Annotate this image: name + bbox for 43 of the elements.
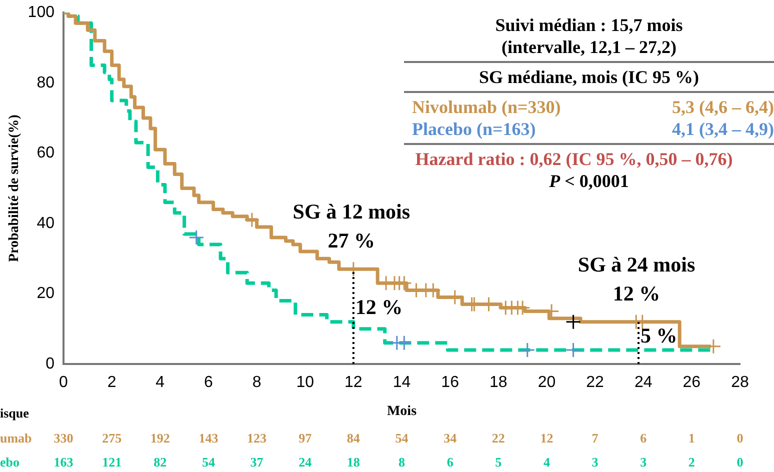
annotation: 5,3 (4,6 – 6,4) — [672, 96, 774, 118]
x-tick-label: 28 — [731, 374, 749, 392]
y-axis-title: Probabilité de survie(%) — [7, 114, 22, 262]
y-tick-label: 100 — [28, 4, 55, 22]
x-tick-label: 8 — [252, 374, 262, 392]
x-tick-label: 22 — [586, 374, 604, 392]
x-tick-label: 20 — [538, 374, 556, 392]
x-tick-label: 14 — [392, 374, 411, 392]
y-tick-label: 80 — [36, 74, 55, 92]
x-axis-title: Mois — [386, 404, 418, 420]
y-tick-label: 0 — [46, 355, 55, 372]
text: umab — [0, 430, 32, 446]
annotation: SG à 12 mois — [292, 200, 410, 224]
text: ebo — [0, 454, 20, 470]
annotation: Hazard ratio : 0,62 (IC 95 %, 0,50 – 0,76) — [414, 148, 734, 170]
text: 163 121 82 54 37 24 18 8 6 5 4 3 3 2 0 — [54, 454, 744, 470]
x-tick-label: 4 — [156, 374, 165, 392]
x-tick-label: 16 — [441, 374, 460, 392]
x-tick-label: 18 — [489, 374, 508, 392]
annotation: P < 0,0001 — [548, 170, 630, 192]
x-tick-label: 10 — [296, 374, 314, 392]
annotation: 12 % — [612, 281, 660, 306]
y-tick-label: 60 — [36, 144, 55, 162]
text: 330 275 192 143 123 97 84 54 34 22 12 7 6 1 0 — [54, 430, 744, 446]
y-tick-label: 20 — [36, 285, 55, 302]
annotation: 12 % — [355, 294, 403, 319]
text: Placebo (n=163) — [412, 118, 536, 140]
annotation: (intervalle, 12,1 – 27,2) — [500, 36, 678, 58]
annotation: SG à 24 mois — [578, 252, 696, 276]
x-tick-label: 6 — [204, 374, 214, 392]
annotation: 5 % — [640, 323, 678, 348]
annotation: SG médiane, mois (IC 95 %) — [478, 66, 700, 88]
annotation: 4,1 (3,4 – 4,9) — [672, 118, 774, 140]
x-tick-label: 2 — [107, 374, 116, 392]
text: Nivolumab (n=330) — [412, 96, 561, 118]
y-tick-label: 40 — [36, 214, 55, 232]
x-tick-label: 24 — [634, 374, 652, 392]
x-tick-label: 0 — [59, 374, 68, 392]
x-tick-label: 26 — [682, 374, 701, 392]
text: isque — [0, 405, 30, 420]
annotation: 27 % — [328, 228, 376, 253]
x-tick-label: 12 — [344, 374, 362, 392]
annotation: Suivi médian : 15,7 mois — [494, 14, 684, 36]
